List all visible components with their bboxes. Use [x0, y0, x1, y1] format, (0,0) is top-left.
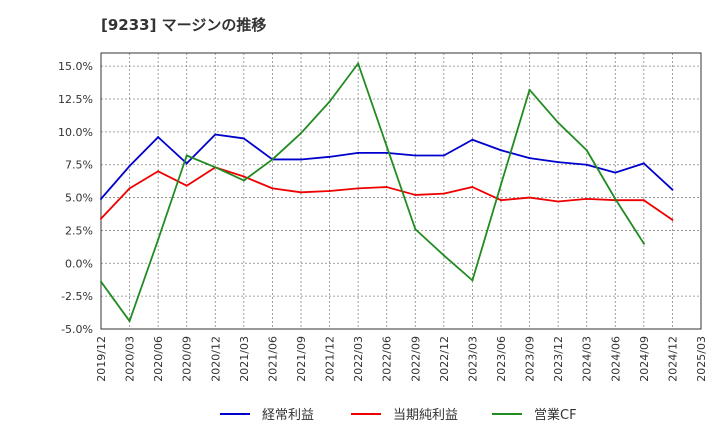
x-tick-label: 2022/09	[409, 336, 422, 382]
x-tick-label: 2023/06	[495, 336, 508, 382]
data-point	[157, 238, 160, 241]
legend-label-1: 当期純利益	[393, 408, 458, 423]
x-tick-label: 2021/03	[238, 336, 251, 382]
data-point	[614, 197, 617, 200]
data-point	[128, 187, 131, 190]
data-point	[414, 154, 417, 157]
y-tick-label: 0.0%	[65, 257, 93, 270]
data-point	[471, 186, 474, 189]
data-point	[242, 175, 245, 178]
data-point	[557, 161, 560, 164]
chart-title: [9233] マージンの推移	[101, 16, 267, 34]
x-tick-label: 2021/12	[324, 336, 337, 382]
data-point	[442, 254, 445, 257]
data-point	[385, 186, 388, 189]
x-tick-label: 2025/03	[695, 336, 708, 382]
data-point	[328, 155, 331, 158]
y-tick-label: 12.5%	[58, 93, 93, 106]
data-point	[214, 133, 217, 136]
data-point	[385, 151, 388, 154]
series-line-2	[100, 62, 645, 323]
data-point	[242, 179, 245, 182]
y-tick-label: 2.5%	[65, 224, 93, 237]
data-point	[585, 163, 588, 166]
data-point	[185, 154, 188, 157]
data-point	[100, 280, 102, 283]
y-tick-label: -2.5%	[61, 290, 93, 303]
x-tick-label: 2024/09	[638, 336, 651, 382]
x-tick-label: 2020/03	[124, 336, 137, 382]
data-point	[414, 228, 417, 231]
data-point	[442, 154, 445, 157]
x-tick-label: 2020/06	[152, 336, 165, 382]
data-point	[185, 162, 188, 165]
data-point	[300, 158, 302, 161]
data-point	[385, 145, 388, 148]
data-point	[328, 190, 331, 192]
x-tick-label: 2021/09	[295, 336, 308, 382]
x-tick-label: 2019/12	[95, 336, 108, 382]
data-point	[300, 132, 302, 135]
y-tick-label: 10.0%	[58, 126, 93, 139]
data-point	[271, 158, 274, 161]
x-tick-label: 2022/12	[438, 336, 451, 382]
data-point	[328, 100, 331, 103]
legend-label-2: 営業CF	[534, 407, 577, 423]
data-point	[585, 149, 588, 152]
data-point	[500, 183, 502, 186]
data-point	[671, 188, 674, 191]
data-point	[671, 218, 674, 221]
data-point	[528, 196, 531, 199]
y-tick-label: -5.0%	[61, 323, 93, 336]
x-tick-label: 2020/12	[209, 336, 222, 382]
data-point	[585, 197, 588, 200]
x-tick-label: 2022/06	[381, 336, 394, 382]
data-point	[128, 320, 131, 323]
data-point	[528, 157, 531, 160]
x-tick-label: 2023/03	[466, 336, 479, 382]
data-point	[185, 184, 188, 187]
data-point	[157, 170, 160, 173]
data-point	[100, 197, 102, 200]
data-point	[357, 187, 360, 190]
x-tick-label: 2022/03	[352, 336, 365, 382]
data-point	[157, 136, 160, 139]
data-point	[471, 138, 474, 141]
data-point	[500, 199, 502, 202]
y-tick-label: 7.5%	[65, 159, 93, 172]
x-tick-label: 2020/09	[181, 336, 194, 382]
data-point	[471, 279, 474, 282]
x-tick-label: 2024/12	[666, 336, 679, 382]
data-point	[528, 88, 531, 91]
plot-border	[100, 52, 702, 330]
legend-label-0: 経常利益	[262, 408, 314, 423]
data-point	[642, 162, 645, 165]
data-point	[642, 242, 645, 245]
data-point	[557, 121, 560, 124]
y-tick-label: 5.0%	[65, 192, 93, 205]
data-point	[357, 151, 360, 154]
x-tick-label: 2024/06	[609, 336, 622, 382]
data-point	[100, 217, 102, 220]
data-point	[414, 193, 417, 196]
data-point	[642, 199, 645, 202]
data-point	[271, 187, 274, 190]
data-point	[214, 166, 217, 169]
x-tick-label: 2023/09	[524, 336, 537, 382]
y-tick-label: 15.0%	[58, 60, 93, 73]
data-point	[442, 192, 445, 195]
data-point	[300, 191, 302, 194]
data-point	[128, 165, 131, 168]
data-point	[614, 171, 617, 174]
x-tick-label: 2023/12	[552, 336, 565, 382]
data-point	[557, 200, 560, 203]
x-tick-label: 2024/03	[581, 336, 594, 382]
x-tick-label: 2021/06	[266, 336, 279, 382]
data-point	[500, 149, 502, 152]
data-point	[242, 137, 245, 140]
data-point	[357, 62, 360, 65]
